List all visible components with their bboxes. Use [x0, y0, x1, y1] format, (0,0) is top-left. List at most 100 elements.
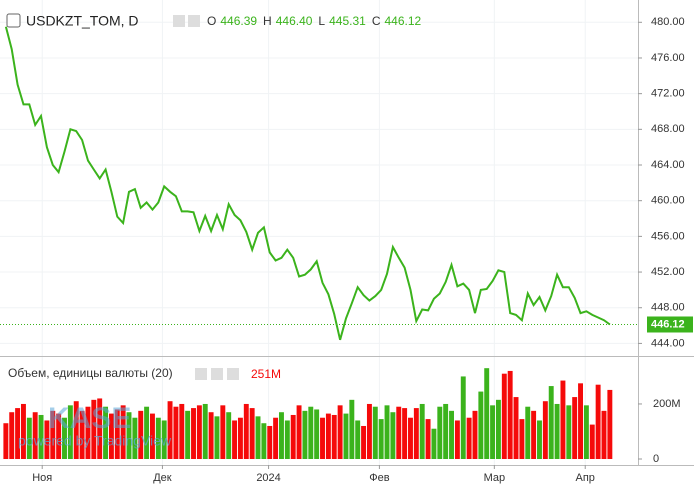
volume-bar	[62, 417, 67, 459]
y-tick-label: 444.00	[651, 337, 685, 349]
volume-bar	[472, 410, 478, 459]
x-tick-label: Апр	[576, 472, 595, 484]
volume-bar	[290, 414, 296, 459]
volume-bar	[378, 419, 384, 459]
volume-bar	[314, 409, 320, 459]
volume-bar	[85, 406, 91, 459]
y-tick-label: 476.00	[651, 52, 685, 64]
volume-bar	[144, 406, 150, 459]
volume-bar	[173, 406, 179, 459]
price-pane	[0, 26, 638, 341]
volume-bar	[196, 405, 202, 459]
volume-bar	[38, 414, 44, 459]
volume-bar	[161, 420, 167, 459]
ohlc-value: 445.31	[329, 14, 366, 28]
volume-tick-label: 200M	[653, 398, 681, 410]
x-tick-label: 2024	[256, 472, 280, 484]
price-line	[4, 26, 611, 341]
volume-bar	[150, 413, 155, 459]
volume-bar	[220, 405, 226, 459]
volume-bar	[3, 423, 9, 459]
volume-bar	[431, 428, 437, 459]
eye-icon[interactable]	[195, 368, 207, 380]
volume-bar	[267, 425, 273, 459]
volume-tick-label: 0	[653, 453, 659, 465]
volume-bar	[495, 399, 501, 459]
ohlc-key: O	[207, 14, 216, 28]
volume-bar	[9, 412, 15, 459]
x-tick-label: Фев	[369, 472, 389, 484]
close-icon[interactable]	[227, 368, 239, 380]
volume-bar	[337, 405, 343, 459]
volume-bar	[419, 403, 425, 459]
volume-bar	[355, 420, 361, 459]
watermark: KASE	[48, 402, 131, 435]
volume-bar	[384, 405, 390, 459]
volume-bar	[490, 405, 496, 459]
volume-bar	[32, 412, 38, 459]
volume-bar	[454, 420, 460, 459]
volume-bar	[566, 405, 572, 459]
y-tick-label: 452.00	[651, 266, 685, 278]
ohlc-value: 446.12	[384, 14, 421, 28]
volume-bar	[519, 419, 525, 459]
volume-bar	[103, 406, 109, 459]
volume-bar	[296, 405, 302, 459]
volume-bar	[214, 416, 220, 459]
volume-bar	[484, 368, 490, 459]
volume-bar	[273, 417, 279, 459]
volume-bar	[589, 424, 595, 459]
volume-bar	[20, 403, 26, 459]
volume-bar	[331, 414, 337, 459]
volume-bar	[513, 397, 519, 459]
volume-bar	[572, 397, 578, 459]
volume-bar	[390, 412, 396, 459]
last-price-box	[647, 316, 693, 333]
volume-pane	[3, 368, 613, 459]
volume-bar	[255, 416, 261, 459]
volume-bar	[56, 413, 62, 459]
volume-bar	[191, 408, 196, 459]
ohlc-legend: O 446.39 H 446.40 L 445.31 C 446.12	[207, 14, 422, 28]
volume-bar	[202, 403, 208, 459]
y-tick-label: 480.00	[651, 16, 685, 28]
volume-bar	[408, 417, 413, 459]
volume-bar	[126, 412, 132, 459]
volume-bar	[138, 410, 144, 459]
y-tick-label: 460.00	[651, 195, 685, 207]
volume-bar	[601, 410, 607, 459]
watermark-powered: powered by TradingView	[18, 433, 172, 449]
y-tick-label: 472.00	[651, 88, 685, 100]
settings-icon[interactable]	[211, 368, 223, 380]
volume-bar	[91, 399, 97, 459]
settings-icon[interactable]	[188, 15, 200, 27]
volume-bar	[507, 370, 513, 459]
volume-bar	[425, 419, 431, 459]
eye-icon[interactable]	[173, 15, 185, 27]
y-tick-label: 448.00	[651, 302, 685, 314]
y-tick-label: 468.00	[651, 123, 685, 135]
symbol-title: USDKZT_TOM, D	[26, 13, 139, 29]
volume-bar	[284, 420, 290, 459]
volume-bar	[208, 412, 214, 459]
volume-bar	[501, 373, 507, 459]
ohlc-value: 446.40	[276, 14, 313, 28]
ohlc-key: L	[318, 14, 325, 28]
volume-bar	[578, 383, 583, 459]
volume-bar	[67, 405, 73, 459]
volume-bar	[443, 403, 449, 459]
volume-bar	[542, 401, 548, 459]
volume-bar	[308, 406, 314, 459]
volume-bar	[261, 423, 267, 459]
volume-bar	[607, 389, 613, 459]
volume-bar	[583, 405, 589, 459]
volume-bar	[120, 405, 126, 459]
volume-bar	[226, 412, 232, 459]
volume-bar	[560, 380, 566, 459]
volume-title: Объем, единицы валюты (20)	[8, 366, 173, 380]
volume-bar	[460, 376, 466, 459]
volume-bar	[50, 410, 56, 459]
volume-bar	[26, 417, 32, 459]
y-tick-label: 464.00	[651, 159, 685, 171]
legend-toggle[interactable]	[6, 13, 21, 28]
